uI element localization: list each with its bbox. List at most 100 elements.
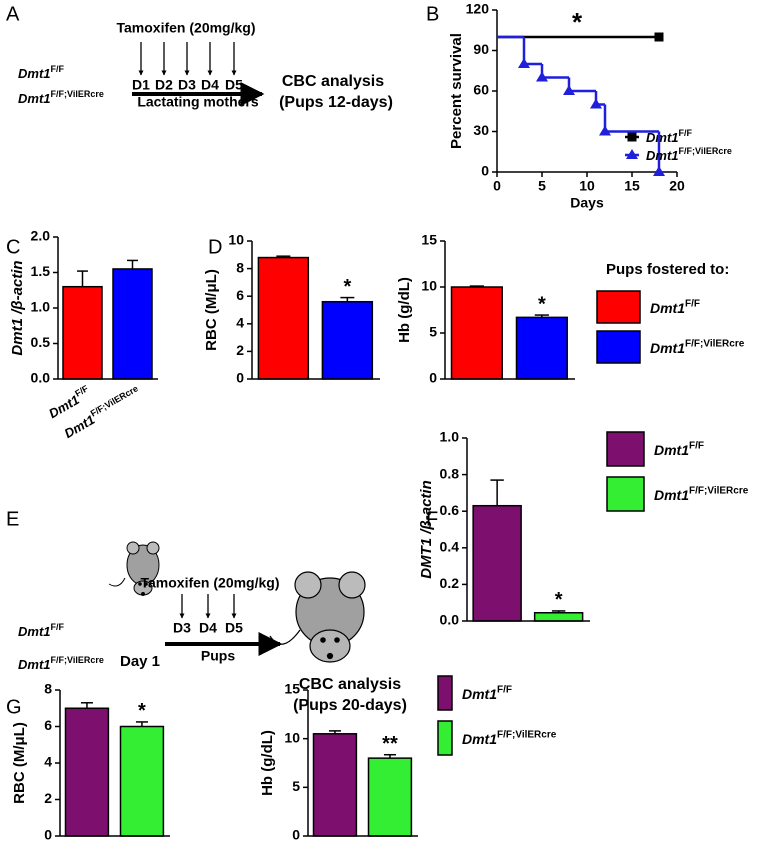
legend-swatch (606, 476, 645, 512)
legend-swatch (596, 290, 641, 324)
panel-label: E (6, 508, 19, 530)
significance: * (555, 589, 563, 611)
genotype-sup: F/F (679, 128, 693, 138)
y-tick-label: 0.4 (440, 539, 460, 555)
bar (321, 300, 374, 380)
y-tick-label: 0.6 (440, 502, 460, 518)
bar (515, 316, 568, 380)
genotype-sup: F/F (689, 440, 704, 451)
genotype-base: Dmt1 (654, 442, 689, 458)
genotype-sup: F/F;VilERcre (685, 338, 745, 349)
y-tick-label: 5 (429, 324, 437, 340)
genotype-sup: F/F (497, 684, 512, 695)
y-tick-label: 10 (284, 729, 300, 745)
panel-label: B (426, 3, 439, 25)
genotype-sup: F/F;VilERcre (679, 146, 732, 156)
x-tick-label: 0 (493, 178, 501, 194)
marker (518, 58, 530, 68)
x-tick-label: 5 (538, 178, 546, 194)
legend-swatch (596, 330, 641, 364)
genotype-base: Dmt1 (654, 487, 689, 503)
y-axis-label: Percent survival (448, 33, 465, 149)
y-tick-label: 1.0 (440, 429, 460, 445)
day-label: D5 (225, 620, 243, 636)
legend-swatch (437, 675, 453, 711)
y-tick-label: 1.5 (31, 263, 51, 279)
y-axis-label: Hb (g/dL) (396, 277, 413, 343)
y-tick-label: 15 (284, 681, 300, 697)
group-base: Dmt1 (18, 66, 51, 81)
genotype-label: Dmt1F/F;VilERcre (646, 146, 732, 163)
genotype-sup: F/F;VilERcre (689, 485, 749, 496)
group-sup: F/F;VilERcre (51, 89, 104, 99)
y-tick-label: 2.0 (31, 228, 51, 244)
genotype-base: Dmt1 (462, 686, 497, 702)
y-tick-label: 0 (44, 827, 52, 843)
y-tick-label: 90 (473, 41, 489, 57)
y-tick-label: 4 (236, 315, 244, 331)
marker (536, 71, 548, 82)
marker (654, 32, 664, 42)
y-tick-label: 60 (473, 82, 489, 98)
genotype-sup: F/F;VilERcre (497, 729, 557, 740)
group-sup: F/F;VilERcre (51, 655, 104, 665)
genotype-base: Dmt1 (650, 340, 685, 356)
genotype-label: Dmt1F/F;VilERcre (650, 338, 745, 356)
y-tick-label: 15 (421, 232, 437, 248)
day-label: D4 (199, 620, 217, 636)
y-tick-label: 1.0 (31, 299, 51, 315)
bar (64, 707, 110, 837)
panel-label: F (426, 508, 438, 530)
mouse-large (269, 571, 366, 663)
y-tick-label: 2 (236, 342, 244, 358)
group-base: Dmt1 (18, 657, 51, 672)
genotype-label: Dmt1F/F;VilERcre (654, 485, 749, 503)
bar (367, 757, 413, 837)
legend-swatch (437, 720, 453, 756)
y-tick-label: 5 (292, 778, 300, 794)
genotype-label: Dmt1F/F (646, 128, 693, 145)
x-tick-label: 10 (579, 178, 595, 194)
y-tick-label: 10 (421, 278, 437, 294)
subject: Pups (201, 648, 235, 664)
outcome: CBC analysis (299, 676, 401, 693)
marker (653, 166, 665, 176)
y-axis-label: RBC (M/μL) (11, 722, 28, 804)
bar (62, 285, 103, 380)
treatment: Tamoxifen (20mg/kg) (141, 575, 280, 591)
group-label: Dmt1F/F (18, 622, 65, 639)
y-axis-label: Dmt1 /β-actin (9, 260, 26, 355)
diagram-e: Tamoxifen (20mg/kg) D3 D4 D5 Pups Day 1 … (18, 541, 407, 714)
group-label: Dmt1F/F (18, 64, 65, 81)
day-label: D5 (225, 77, 243, 93)
y-tick-label: 0.0 (31, 370, 51, 386)
y-tick-label: 10 (228, 232, 244, 248)
day-label: D2 (155, 77, 173, 93)
day-label: D4 (201, 77, 219, 93)
genotype-sup: F/F (73, 383, 90, 399)
y-tick-label: 0 (292, 827, 300, 843)
genotype-sup: F/F (685, 298, 700, 309)
treatment: Tamoxifen (20mg/kg) (117, 20, 256, 36)
bar (257, 256, 310, 380)
annotation: * (572, 7, 583, 37)
bar (112, 268, 153, 380)
significance: * (138, 700, 146, 722)
day-label: D3 (178, 77, 196, 93)
marker (599, 125, 611, 136)
bar (533, 612, 584, 622)
genotype-base: Dmt1 (462, 731, 497, 747)
y-tick-label: 30 (473, 122, 489, 138)
bar (472, 504, 522, 622)
x-tick-label: 20 (669, 178, 685, 194)
y-tick-label: 6 (44, 717, 52, 733)
group-base: Dmt1 (18, 624, 51, 639)
outcome: CBC analysis (282, 73, 384, 90)
panel-label: D (208, 236, 222, 258)
marker (590, 98, 602, 109)
genotype-label: Dmt1F/F;VilERcre (462, 729, 557, 747)
y-tick-label: 0.8 (440, 465, 460, 481)
panel-label: C (6, 236, 20, 258)
bar (312, 733, 358, 837)
